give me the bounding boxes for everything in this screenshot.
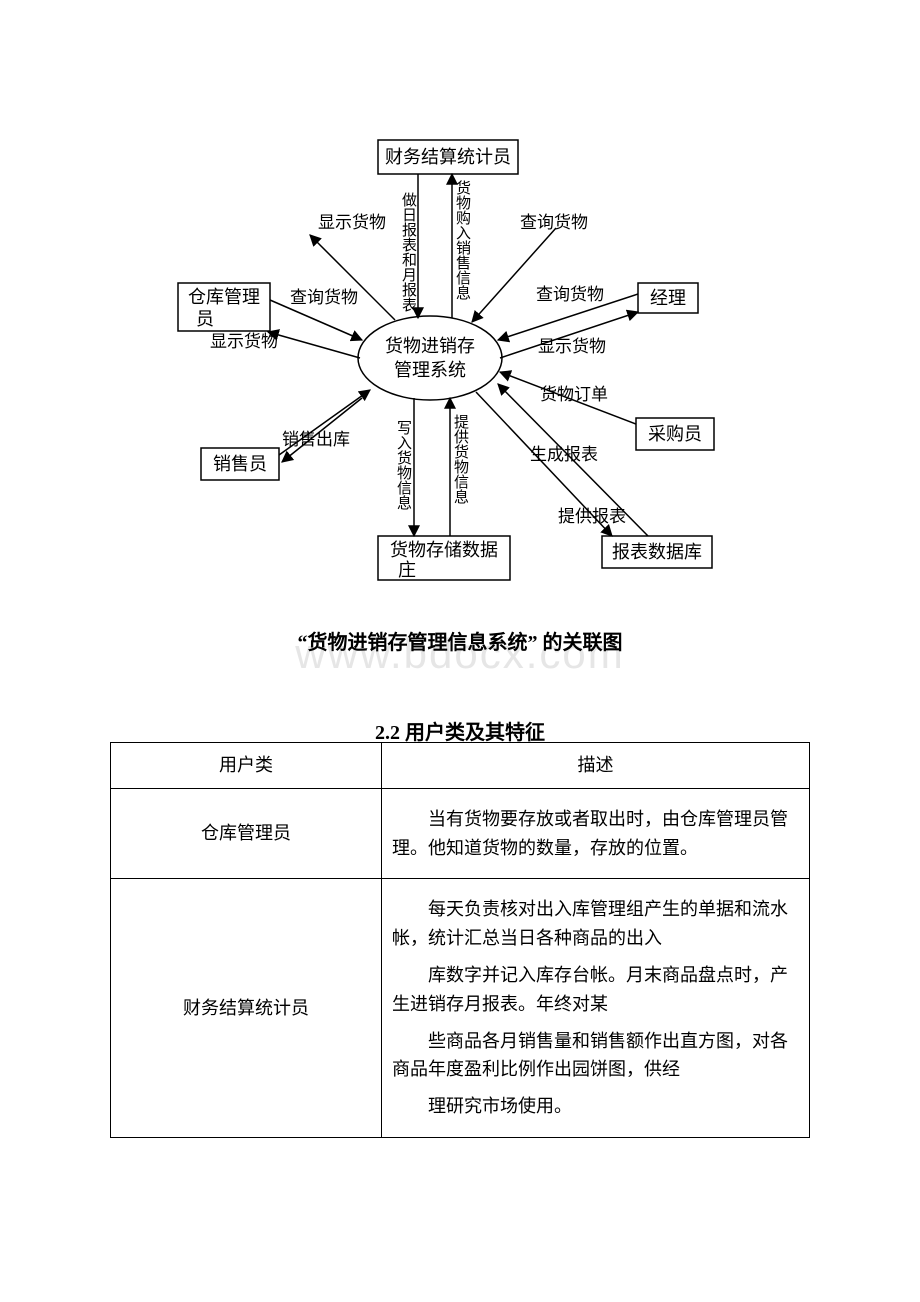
edge-query-goods-ur [472, 228, 556, 322]
table-header-row: 用户类 描述 [111, 743, 810, 789]
desc-para: 每天负责核对出入库管理组产生的单据和流水帐，统计汇总当日各种商品的出入 [392, 895, 799, 953]
label-provide-report: 提供报表 [558, 507, 626, 526]
label-write-goods: 写入货物信息 [395, 420, 412, 510]
node-sales-label: 销售员 [213, 454, 267, 474]
header-user: 用户类 [111, 743, 382, 789]
desc-para: 库数字并记入库存台帐。月末商品盘点时，产生进销存月报表。年终对某 [392, 961, 799, 1019]
label-gen-report: 生成报表 [530, 445, 598, 464]
node-fin-label: 财务结算统计员 [385, 147, 511, 167]
table-row: 仓库管理员 当有货物要存放或者取出时，由仓库管理员管理。他知道货物的数量，存放的… [111, 788, 810, 879]
desc-para: 当有货物要存放或者取出时，由仓库管理员管理。他知道货物的数量，存放的位置。 [392, 805, 799, 863]
label-buyer-order: 货物订单 [540, 385, 608, 404]
desc-para: 理研究市场使用。 [392, 1092, 799, 1121]
label-show-goods-ul: 显示货物 [318, 213, 386, 232]
section-heading: 2.2 用户类及其特征 [0, 716, 920, 745]
node-manager-label: 经理 [650, 288, 686, 308]
cell-user-1: 财务结算统计员 [111, 879, 382, 1138]
cell-desc-0: 当有货物要存放或者取出时，由仓库管理员管理。他知道货物的数量，存放的位置。 [382, 788, 810, 879]
center-process [358, 316, 502, 400]
node-buyer-label: 采购员 [648, 424, 702, 444]
node-goodsdb-label2: 庄 [398, 560, 416, 580]
diagram-caption: “货物进销存管理信息系统” 的关联图 [0, 626, 920, 655]
node-goodsdb-label1: 货物存储数据 [390, 540, 498, 560]
edge-warehouse-show [268, 332, 360, 358]
cell-user-0: 仓库管理员 [111, 788, 382, 879]
node-warehouse-label1: 仓库管理 [188, 287, 260, 307]
user-class-table: 用户类 描述 仓库管理员 当有货物要存放或者取出时，由仓库管理员管理。他知道货物… [110, 742, 810, 1138]
label-warehouse-query: 查询货物 [290, 288, 358, 307]
edge-show-goods-ul [310, 235, 395, 320]
context-diagram: 货物进销存 管理系统 财务结算统计员 仓库管理 员 经理 采购员 销售员 货物存… [0, 0, 920, 610]
label-sales-out: 销售出库 [282, 430, 350, 449]
node-warehouse-label2: 员 [196, 309, 214, 329]
label-warehouse-show: 显示货物 [210, 332, 278, 351]
node-reportdb-label: 报表数据库 [612, 542, 702, 562]
label-provide-goods: 提供货物信息 [452, 414, 469, 504]
cell-desc-1: 每天负责核对出入库管理组产生的单据和流水帐，统计汇总当日各种商品的出入 库数字并… [382, 879, 810, 1138]
header-desc: 描述 [382, 743, 810, 789]
label-manager-query: 查询货物 [536, 285, 604, 304]
label-manager-show: 显示货物 [538, 337, 606, 356]
desc-para: 些商品各月销售量和销售额作出直方图，对各商品年度盈利比例作出园饼图，供经 [392, 1027, 799, 1085]
table-row: 财务结算统计员 每天负责核对出入库管理组产生的单据和流水帐，统计汇总当日各种商品… [111, 879, 810, 1138]
label-daily-monthly: 做日报表和月报表 [400, 192, 417, 312]
center-label-2: 管理系统 [394, 360, 466, 380]
label-query-goods-ur: 查询货物 [520, 213, 588, 232]
center-label-1: 货物进销存 [385, 336, 475, 356]
label-purchase-sale: 货物购入销售信息 [454, 180, 471, 300]
